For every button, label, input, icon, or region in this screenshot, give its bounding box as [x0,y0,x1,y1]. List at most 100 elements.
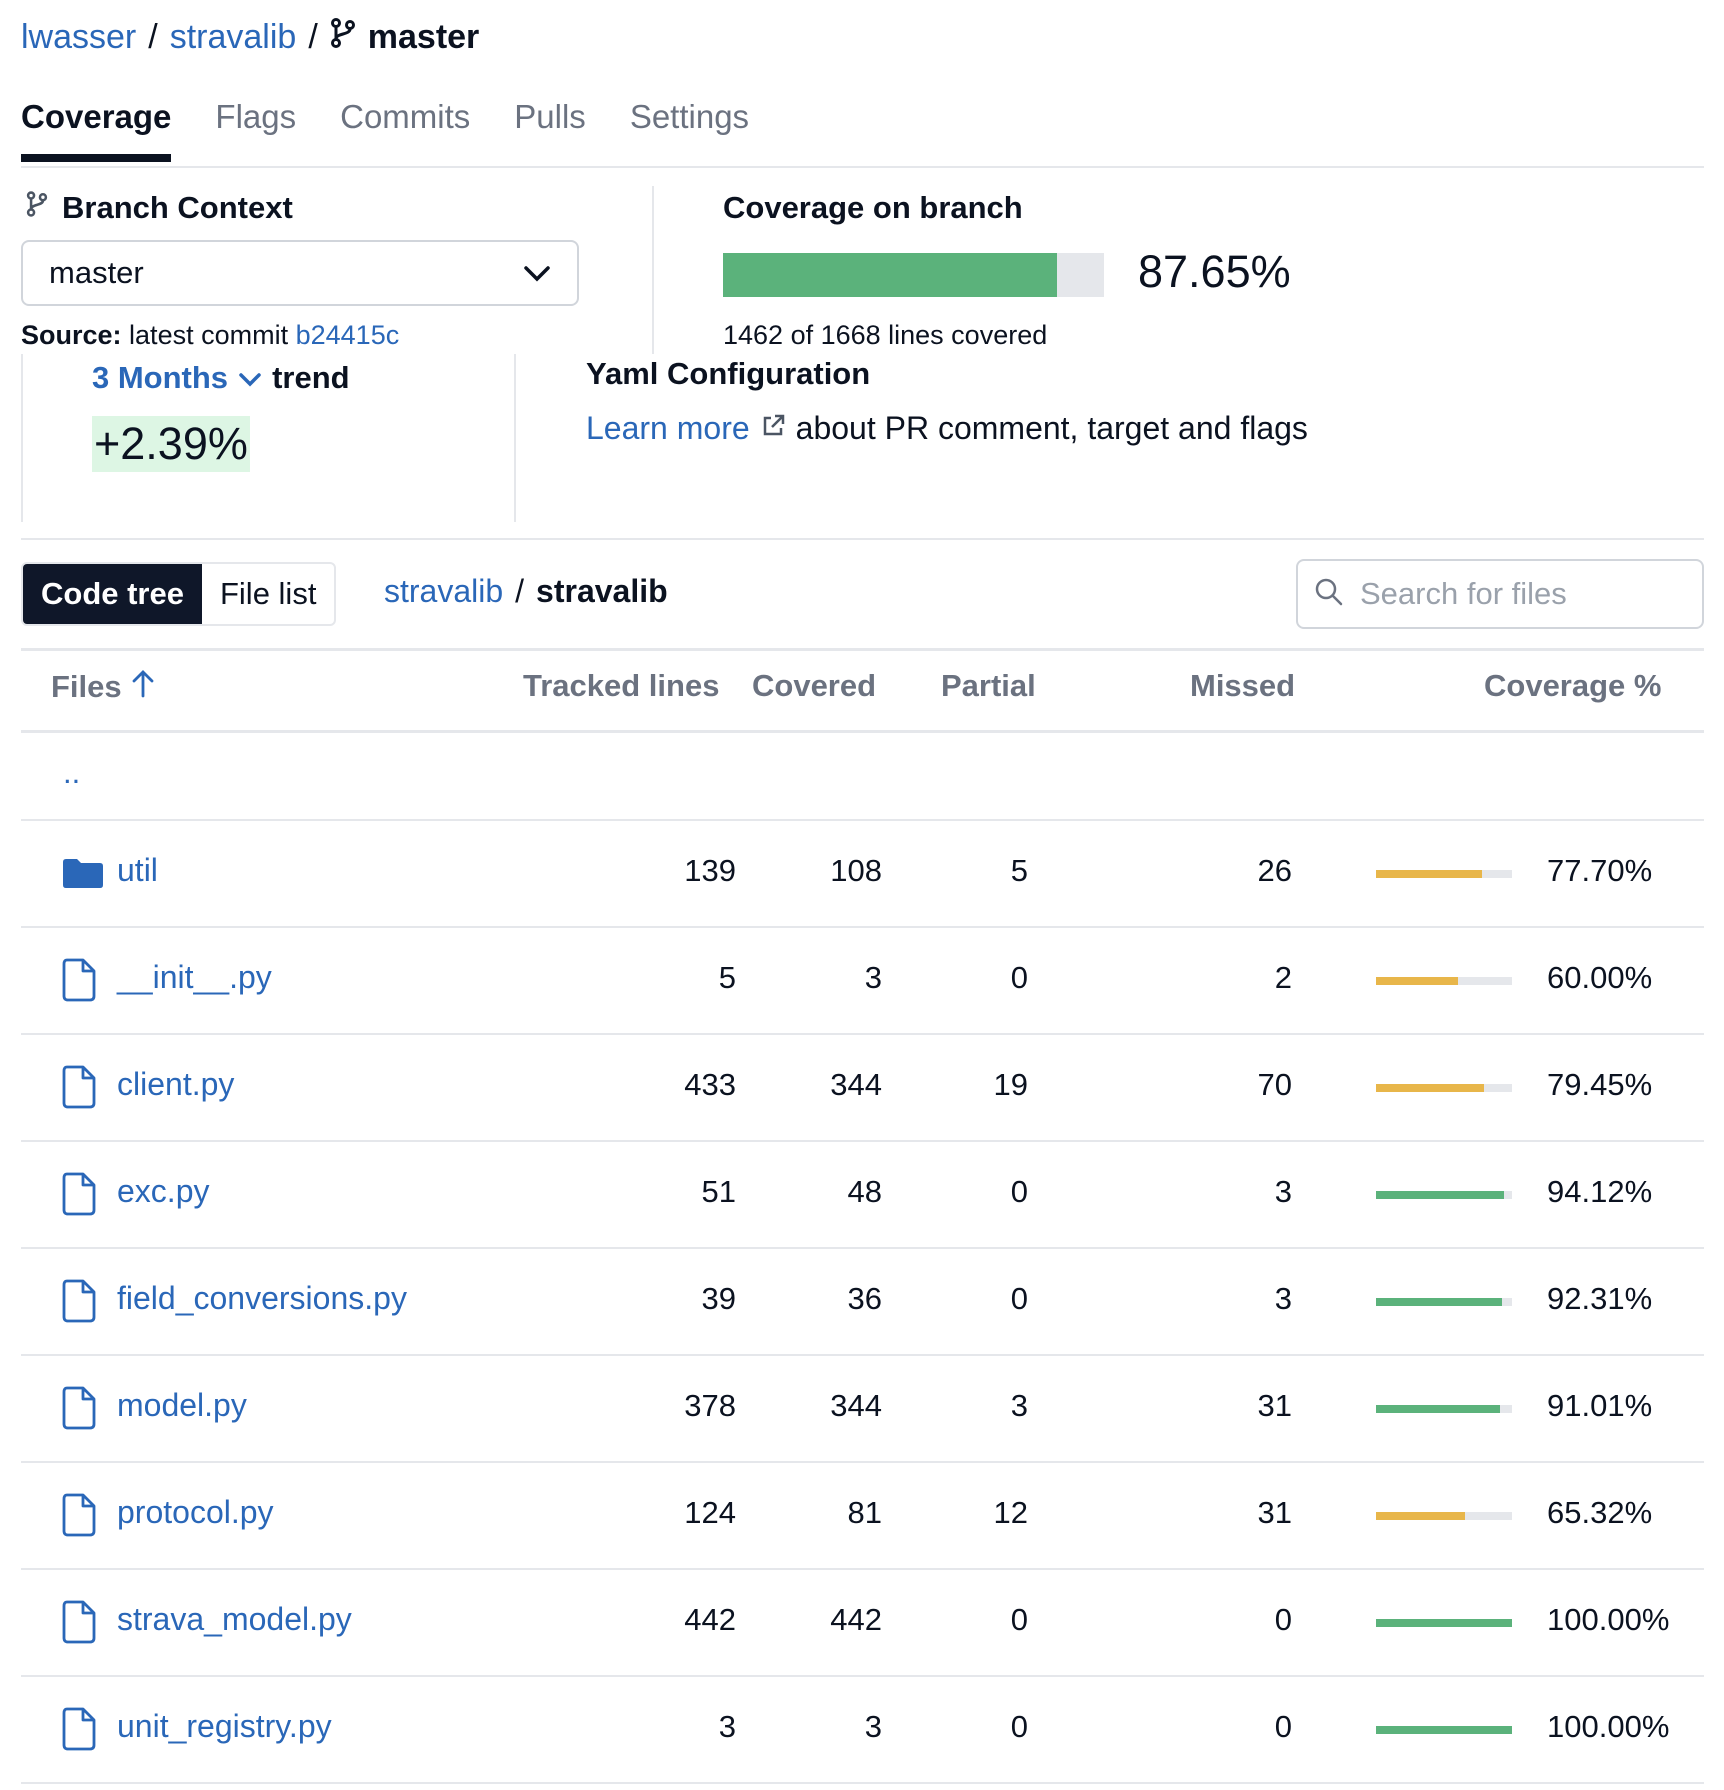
coverage-title: Coverage on branch [723,190,1023,225]
file-name-link[interactable]: strava_model.py [117,1601,352,1637]
missed-value: 70 [1257,1067,1292,1102]
file-list-button[interactable]: File list [219,576,317,611]
tab-settings[interactable]: Settings [629,98,750,135]
yaml-text: about PR comment, target and flags [795,410,1308,446]
table-row[interactable]: unit_registry.py 3 3 0 0 100.00% [21,1677,1704,1784]
tabs-divider [21,166,1704,168]
divider [514,354,516,522]
tab-flags[interactable]: Flags [215,98,297,135]
missed-column-header[interactable]: Missed [1190,668,1296,703]
covered-value: 48 [847,1174,882,1209]
tab-pulls[interactable]: Pulls [514,98,586,135]
section-divider [21,538,1704,540]
parent-directory-link[interactable]: .. [63,755,81,790]
table-row[interactable]: protocol.py 124 81 12 31 65.32% [21,1463,1704,1570]
tracked-lines-value: 51 [701,1174,736,1209]
file-name-link[interactable]: util [117,852,158,888]
coverage-bar-fill [1376,1405,1500,1413]
table-row[interactable]: strava_model.py 442 442 0 0 100.00% [21,1570,1704,1677]
coverage-percent: 87.65% [1138,246,1291,297]
coverage-column-header[interactable]: Coverage % [1484,668,1662,703]
coverage-bar [1376,1298,1512,1306]
coverage-bar [1376,977,1512,985]
partial-value: 3 [1010,1388,1028,1423]
coverage-percent-value: 65.32% [1547,1495,1653,1530]
coverage-bar-fill [1376,977,1458,985]
missed-value: 26 [1257,853,1292,888]
coverage-percent-value: 60.00% [1547,960,1653,995]
file-name-link[interactable]: protocol.py [117,1494,274,1530]
tracked-lines-value: 3 [718,1709,736,1744]
partial-column-header[interactable]: Partial [941,668,1036,703]
commit-link[interactable]: b24415c [295,320,400,350]
file-name-link[interactable]: unit_registry.py [117,1708,332,1744]
arrow-up-icon [132,668,154,706]
covered-column-header[interactable]: Covered [752,668,877,703]
trend-value: +2.39% [92,416,250,472]
tab-commits[interactable]: Commits [340,98,471,135]
table-row[interactable]: model.py 378 344 3 31 91.01% [21,1356,1704,1463]
chevron-down-icon[interactable] [238,360,262,396]
coverage-bar-fill [1376,870,1482,878]
view-toggle: Code tree File list [21,562,337,626]
path-root-link[interactable]: stravalib [384,573,504,609]
coverage-bar [1376,1512,1512,1520]
yaml-title: Yaml Configuration [586,356,871,391]
branch-select-value: master [49,255,144,290]
breadcrumb-branch[interactable]: master [367,18,480,56]
tracked-lines-value: 442 [684,1602,736,1637]
file-icon [61,1493,97,1542]
directory-path: stravalib / stravalib [384,573,668,610]
covered-value: 3 [864,960,882,995]
source-info: Source: latest commit b24415c [21,320,399,351]
trend-title: 3 Months trend [92,360,350,396]
breadcrumb-repo[interactable]: stravalib [169,18,297,56]
table-row[interactable]: exc.py 51 48 0 3 94.12% [21,1142,1704,1249]
missed-value: 3 [1274,1174,1292,1209]
trend-label: trend [272,360,350,395]
file-name-link[interactable]: exc.py [117,1173,210,1209]
table-row[interactable]: util 139 108 5 26 77.70% [21,821,1704,928]
breadcrumb-separator: / [308,18,318,56]
covered-value: 344 [830,1388,882,1423]
search-input[interactable] [1358,575,1682,613]
tracked-lines-value: 39 [701,1281,736,1316]
tracked-lines-column-header[interactable]: Tracked lines [523,668,720,703]
file-icon [61,1065,97,1114]
parent-directory-row[interactable]: .. [21,733,1704,821]
table-row[interactable]: __init__.py 5 3 0 2 60.00% [21,928,1704,1035]
yaml-description: Learn more about PR comment, target and … [586,410,1308,447]
files-column-header[interactable]: Files [51,668,154,706]
coverage-bar [1376,1191,1512,1199]
branch-context-title: Branch Context [26,190,293,226]
trend-period-select[interactable]: 3 Months [92,360,229,395]
branch-select[interactable]: master [21,240,579,306]
covered-value: 36 [847,1281,882,1316]
covered-value: 3 [864,1709,882,1744]
folder-icon [61,856,105,895]
breadcrumb-owner[interactable]: lwasser [21,18,137,56]
file-name-link[interactable]: client.py [117,1066,235,1102]
table-row[interactable]: field_conversions.py 39 36 0 3 92.31% [21,1249,1704,1356]
tracked-lines-value: 124 [684,1495,736,1530]
coverage-lines: 1462 of 1668 lines covered [723,320,1048,350]
file-name-link[interactable]: __init__.py [117,959,272,995]
partial-value: 0 [1010,1602,1028,1637]
tab-coverage[interactable]: Coverage [21,98,172,162]
covered-value: 344 [830,1067,882,1102]
table-row[interactable]: client.py 433 344 19 70 79.45% [21,1035,1704,1142]
learn-more-link[interactable]: Learn more [586,410,750,446]
code-tree-button[interactable]: Code tree [23,564,202,624]
coverage-percent-value: 94.12% [1547,1174,1653,1209]
partial-value: 19 [993,1067,1028,1102]
partial-value: 0 [1010,960,1028,995]
file-name-link[interactable]: field_conversions.py [117,1280,407,1316]
covered-value: 81 [847,1495,882,1530]
coverage-bar-fill [1376,1191,1504,1199]
partial-value: 0 [1010,1709,1028,1744]
file-icon [61,1172,97,1221]
tracked-lines-value: 433 [684,1067,736,1102]
coverage-percent-value: 77.70% [1547,853,1653,888]
table-header-divider [21,648,1704,651]
file-name-link[interactable]: model.py [117,1387,247,1423]
